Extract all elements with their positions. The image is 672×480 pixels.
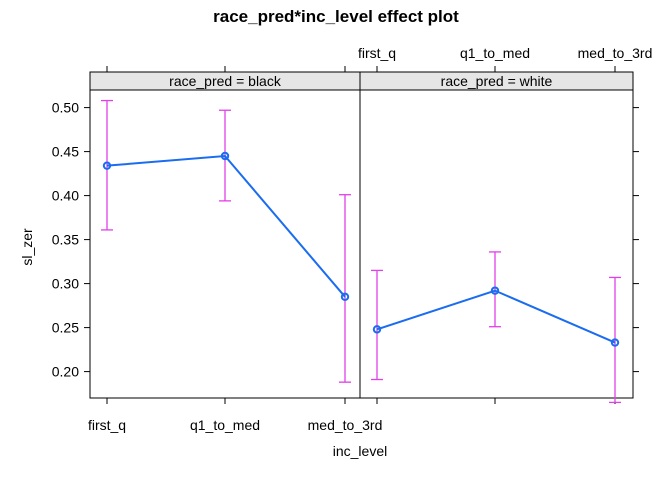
error-bar — [371, 269, 383, 381]
panels-layer: race_pred = black first_q q1_to_med med_to_… — [52, 45, 653, 433]
panel-2: race_pred = white first_q q1_to_med med_to_… — [358, 45, 652, 404]
chart-title: race_pred*inc_level effect plot — [213, 7, 459, 26]
series-line — [376, 289, 616, 344]
data-point — [610, 338, 620, 347]
x-axis-label: inc_level — [333, 443, 387, 459]
panel-strip-label: race_pred = white — [441, 73, 553, 89]
data-point — [372, 325, 382, 334]
y-axis-label: sl_zer — [19, 228, 35, 266]
data-point — [340, 292, 350, 301]
error-bar — [489, 251, 501, 328]
data-point — [220, 151, 230, 161]
x-tick-label: q1_to_med — [190, 417, 260, 433]
x-tick-label-top: first_q — [358, 45, 396, 61]
panel-frame — [359, 89, 634, 399]
error-bar — [339, 194, 351, 383]
y-tick-label: 0.30 — [52, 276, 79, 292]
panel-strip-label: race_pred = black — [169, 73, 282, 89]
x-tick-label: med_to_3rd — [308, 417, 383, 433]
x-tick-label-top: q1_to_med — [460, 45, 530, 61]
series-line — [106, 154, 346, 298]
y-tick-label: 0.45 — [52, 144, 79, 160]
y-tick-label: 0.25 — [52, 320, 79, 336]
y-tick-label: 0.40 — [52, 188, 79, 204]
panel-1: race_pred = black first_q q1_to_med med_to_… — [52, 66, 383, 433]
data-point — [490, 286, 500, 295]
y-tick-label: 0.50 — [52, 100, 79, 116]
x-tick-label: first_q — [88, 417, 126, 433]
x-tick-label-top: med_to_3rd — [578, 45, 653, 61]
data-point — [102, 161, 112, 170]
y-tick-label: 0.20 — [52, 364, 79, 380]
y-tick-label: 0.35 — [52, 232, 79, 248]
